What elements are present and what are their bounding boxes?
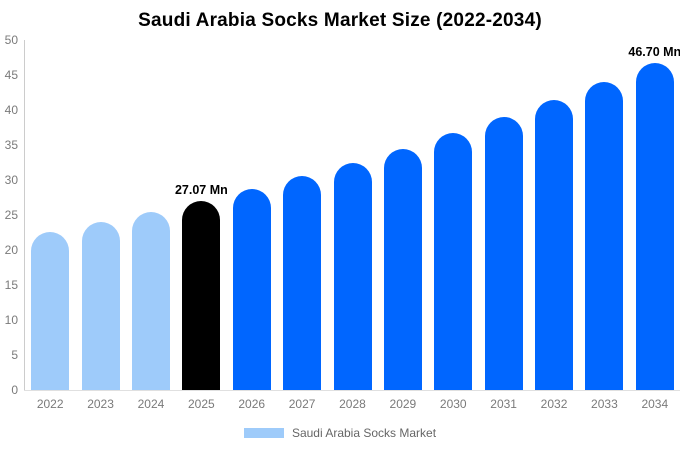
x-tick-label-2034: 2034 [641,397,669,411]
chart-title: Saudi Arabia Socks Market Size (2022-203… [138,10,542,31]
bar-2023 [81,222,120,390]
y-tick-label-20: 20 [4,243,18,257]
legend-swatch [243,428,284,438]
bar-2030 [434,133,473,390]
y-tick-label-10: 10 [4,313,18,327]
bar-2024 [131,211,170,390]
bar-2029 [383,148,422,390]
x-tick-label-2033: 2033 [591,397,618,411]
plot-area [25,40,680,390]
x-tick-label-2026: 2026 [238,397,266,411]
bar-2022 [31,232,70,390]
legend-label: Saudi Arabia Socks Market [291,426,437,440]
legend: Saudi Arabia Socks Market [0,424,680,442]
bar-2027 [283,176,322,390]
bar-2026 [232,188,271,390]
bar-2025 [182,200,221,390]
y-tick-label-25: 25 [4,208,18,222]
y-tick-label-0: 0 [11,383,18,397]
x-tick-label-2032: 2032 [540,397,568,411]
x-tick-label-2031: 2031 [490,397,517,411]
x-tick-label-2030: 2030 [439,397,467,411]
bar-2028 [333,162,372,390]
bar-2032 [535,100,574,390]
y-tick-label-45: 45 [4,68,18,82]
x-tick-label-2027: 2027 [288,397,316,411]
y-tick-label-15: 15 [4,278,18,292]
x-tick-label-2023: 2023 [87,397,114,411]
x-axis-baseline [24,390,680,391]
x-tick-label-2024: 2024 [137,397,165,411]
y-tick-label-5: 5 [11,348,18,362]
x-tick-label-2022: 2022 [36,397,64,411]
bar-2034 [635,63,674,390]
bar-value-label-2034: 46.70 Mn [628,45,680,60]
bar-value-label-2025: 27.07 Mn [174,182,228,197]
bar-2033 [585,82,624,390]
x-tick-label-2025: 2025 [187,397,215,411]
y-tick-label-30: 30 [4,173,18,187]
bar-2031 [484,117,523,390]
y-tick-label-35: 35 [4,138,18,152]
y-axis-line [24,40,25,391]
x-tick-label-2028: 2028 [339,397,366,411]
y-tick-label-40: 40 [4,103,18,117]
x-tick-label-2029: 2029 [389,397,417,411]
y-tick-label-50: 50 [4,33,18,47]
